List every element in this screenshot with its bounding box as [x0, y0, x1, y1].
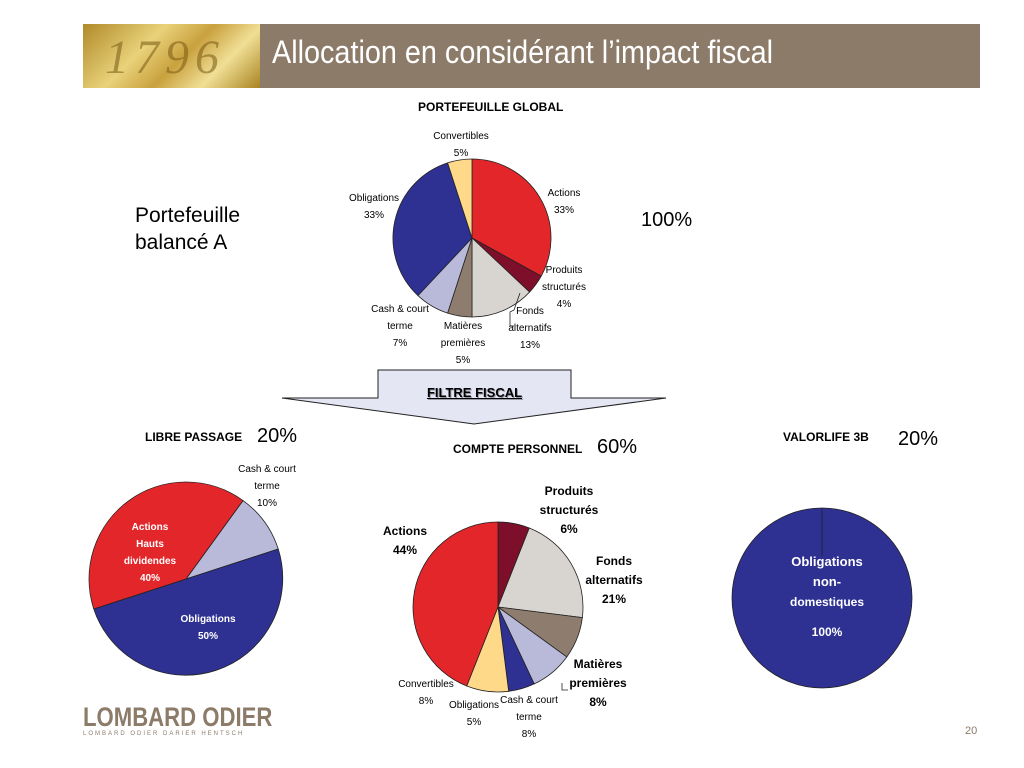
- pie-slice-compte-fonds: [497, 527, 584, 619]
- portfolio-label: Portefeuille balancé A: [135, 202, 275, 256]
- global-label-matieres: Matières premières 5%: [440, 321, 486, 366]
- compte-label-actions: Actions 44%: [382, 524, 427, 557]
- compte-label-matieres: Matières premières 8%: [569, 657, 627, 709]
- share-valor: 20%: [898, 428, 939, 450]
- page-number: 20: [965, 725, 978, 737]
- libre-label-cash: Cash & court terme 10%: [238, 464, 296, 509]
- pie-slice-libre-actions: [88, 481, 244, 610]
- chart-title-valor: VALORLIFE 3B: [783, 430, 869, 444]
- global-label-obligations: Obligations 33%: [348, 193, 400, 221]
- libre-label-actions: Actions Hauts dividendes 40%: [123, 522, 177, 584]
- portfolio-label-line2: balancé A: [135, 231, 228, 254]
- compte-label-convertibles: Convertibles 8%: [398, 679, 454, 707]
- chart-title-global: PORTEFEUILLE GLOBAL: [418, 100, 564, 114]
- share-compte: 60%: [597, 436, 638, 458]
- pie-slice-compte-actions: [412, 521, 499, 687]
- global-label-convertibles: Convertibles 5%: [433, 131, 489, 159]
- share-global: 100%: [641, 209, 693, 231]
- global-label-fonds: Fonds alternatifs 13%: [508, 306, 552, 351]
- slide-header: 1796 Allocation en considérant l’impact …: [83, 24, 980, 88]
- header-image-1796: 1796: [83, 24, 260, 88]
- pie-slice-global-actions: [471, 158, 552, 277]
- lombard-odier-logo: LOMBARD ODIER: [83, 702, 273, 732]
- global-label-cash: Cash & court terme 7%: [371, 304, 429, 349]
- pie-slice-libre-obligations: [93, 548, 284, 676]
- year-watermark: 1796: [105, 31, 225, 84]
- pie-slice-global-convertibles: [447, 158, 473, 239]
- pie-slice-global-fonds: [471, 237, 531, 318]
- compte-label-obligations: Obligations 5%: [448, 700, 500, 728]
- share-libre: 20%: [257, 425, 298, 447]
- compte-label-cash: Cash & court terme 8%: [500, 695, 558, 740]
- portfolio-label-line1: Portefeuille: [135, 204, 241, 227]
- filter-label: FILTRE FISCAL: [426, 385, 523, 400]
- global-leader-fonds: [509, 292, 521, 327]
- global-label-actions: Actions 33%: [547, 188, 581, 216]
- compte-leader-matieres: [561, 683, 568, 691]
- compte-label-fonds: Fonds alternatifs 21%: [585, 554, 643, 606]
- pie-slice-global-obligations: [392, 162, 473, 297]
- chart-title-compte: COMPTE PERSONNEL: [453, 442, 583, 456]
- libre-label-obligations: Obligations 50%: [180, 614, 236, 642]
- chart-title-libre: LIBRE PASSAGE: [145, 430, 243, 444]
- valor-label-obligations: Obligations non-domestiques 100%: [789, 554, 864, 639]
- lombard-odier-logo-sub: LOMBARD ODIER DARIER HENTSCH: [83, 731, 245, 737]
- slide-title: Allocation en considérant l’impact fisca…: [272, 34, 774, 70]
- global-label-produits: Produits structurés 4%: [542, 265, 586, 310]
- compte-label-produits: Produits structurés 6%: [539, 484, 599, 536]
